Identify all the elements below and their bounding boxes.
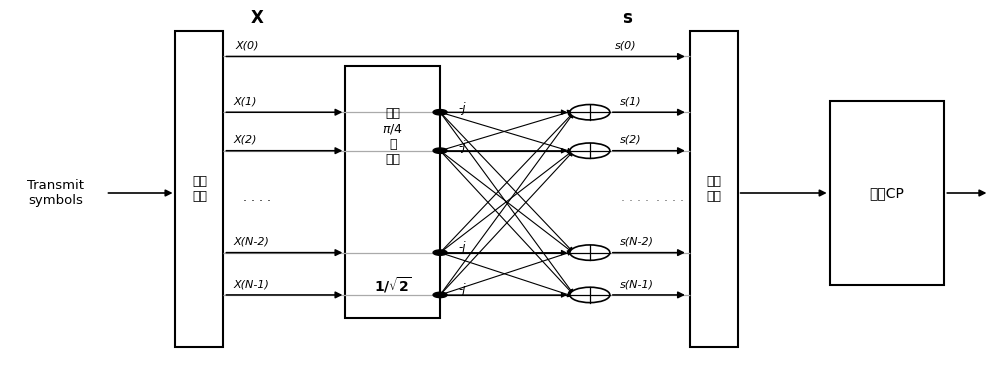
Text: $\mathbf{s}$: $\mathbf{s}$	[622, 9, 633, 27]
Text: X(1): X(1)	[233, 96, 257, 107]
Text: X(0): X(0)	[235, 41, 259, 51]
Text: · · · ·: · · · ·	[656, 195, 684, 208]
Text: 串并
转换: 串并 转换	[192, 175, 207, 203]
Circle shape	[433, 250, 447, 255]
Text: -j: -j	[458, 141, 466, 153]
Circle shape	[570, 143, 610, 158]
Circle shape	[433, 110, 447, 115]
Text: -j: -j	[458, 102, 466, 115]
Bar	[175, 32, 223, 347]
Text: -j: -j	[458, 283, 466, 296]
Text: $\mathbf{X}$: $\mathbf{X}$	[250, 9, 265, 27]
Bar	[345, 66, 440, 318]
Circle shape	[433, 292, 447, 298]
Circle shape	[570, 245, 610, 260]
Text: · · · ·: · · · ·	[243, 195, 271, 208]
Circle shape	[570, 105, 610, 120]
Text: X(N-1): X(N-1)	[233, 279, 269, 289]
Text: -j: -j	[458, 241, 466, 254]
Bar	[830, 101, 944, 285]
Text: s(N-1): s(N-1)	[620, 279, 654, 289]
Text: $\mathbf{1/\sqrt{2}}$: $\mathbf{1/\sqrt{2}}$	[374, 275, 411, 295]
Text: X(N-2): X(N-2)	[233, 237, 269, 247]
Text: s(0): s(0)	[615, 41, 636, 51]
Text: 相移
$\pi$/4
与
缩放: 相移 $\pi$/4 与 缩放	[382, 107, 403, 166]
Circle shape	[433, 148, 447, 153]
Bar	[690, 32, 738, 347]
Text: s(2): s(2)	[620, 135, 641, 145]
Text: s(N-2): s(N-2)	[620, 237, 654, 247]
Text: 并串
转换: 并串 转换	[706, 175, 721, 203]
Text: Transmit
symbols: Transmit symbols	[27, 179, 84, 207]
Text: X(2): X(2)	[233, 135, 257, 145]
Text: s(1): s(1)	[620, 96, 641, 107]
Circle shape	[570, 287, 610, 303]
Text: 附加CP: 附加CP	[870, 186, 904, 200]
Text: · · · ·: · · · ·	[621, 195, 649, 208]
